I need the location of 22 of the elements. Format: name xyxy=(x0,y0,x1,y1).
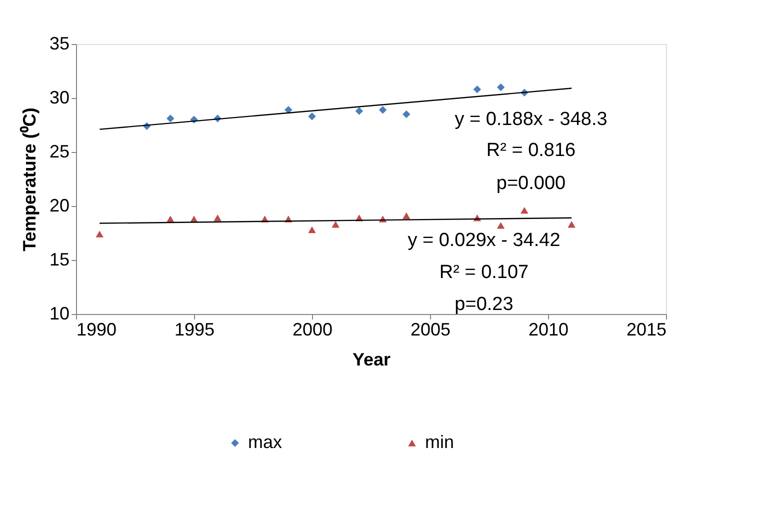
annotation: y = 0.188x - 348.3 xyxy=(454,109,608,130)
x-tick-label: 2015 xyxy=(626,320,666,340)
annotation: p=0.000 xyxy=(496,173,566,194)
annotation: p=0.23 xyxy=(454,294,514,315)
x-tick-label: 1995 xyxy=(174,320,215,340)
legend-label: max xyxy=(248,432,282,452)
annotation: y = 0.029x - 34.42 xyxy=(408,230,560,251)
x-tick-label: 2010 xyxy=(528,320,569,340)
x-tick-label: 2000 xyxy=(292,320,333,340)
x-axis-title: Year xyxy=(352,350,391,370)
y-tick-label: 10 xyxy=(49,304,70,324)
annotation: R² = 0.816 xyxy=(486,140,576,161)
x-tick-label: 2005 xyxy=(410,320,451,340)
y-axis-title: Temperature (⁰C) xyxy=(19,108,40,252)
y-tick-label: 20 xyxy=(49,196,70,216)
y-tick-label: 15 xyxy=(49,250,70,270)
y-tick-label: 30 xyxy=(49,88,70,108)
x-tick-label: 1990 xyxy=(76,320,117,340)
annotation: R² = 0.107 xyxy=(439,262,529,283)
y-tick-label: 35 xyxy=(49,34,70,54)
legend-label: min xyxy=(425,432,454,452)
y-tick-label: 25 xyxy=(49,142,70,162)
